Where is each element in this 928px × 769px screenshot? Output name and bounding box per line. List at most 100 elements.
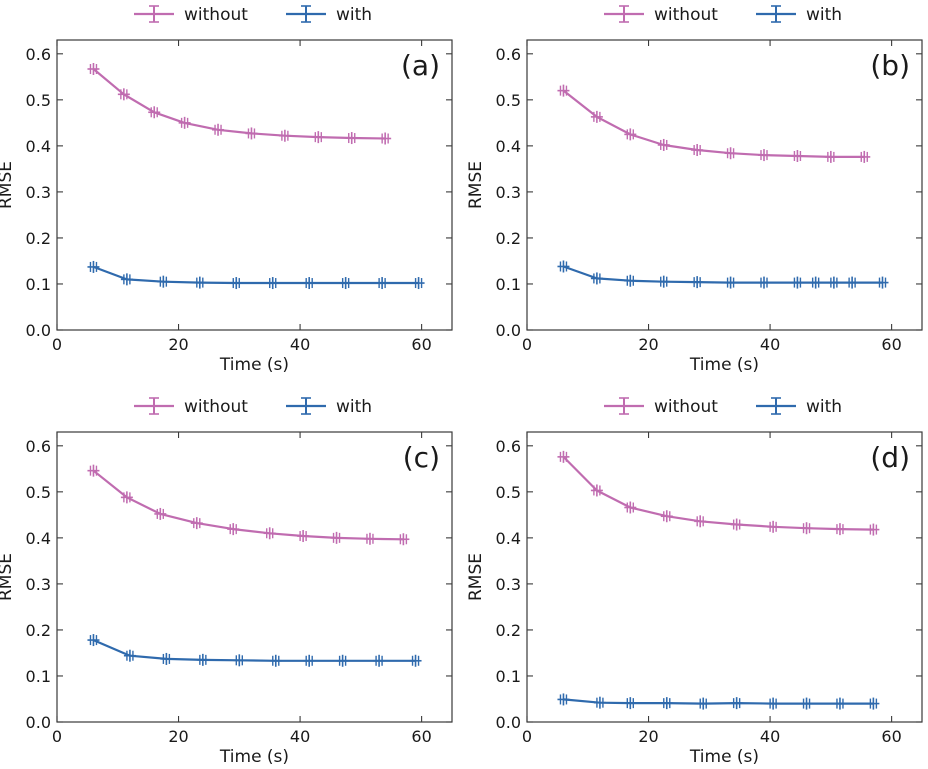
y-tick-label: 0.6 [26, 45, 51, 64]
data-point-with [557, 260, 570, 273]
data-point-without [691, 144, 704, 157]
data-point-without [190, 517, 203, 530]
data-point-without [791, 150, 804, 162]
x-tick-label: 60 [881, 727, 901, 746]
panel-label: (c) [403, 441, 440, 474]
data-point-with [833, 697, 846, 710]
data-point-without [148, 106, 161, 119]
data-point-without [867, 523, 880, 536]
data-point-with [373, 654, 386, 667]
y-tick-label: 0.4 [26, 529, 51, 548]
data-point-without [694, 515, 707, 528]
x-tick-label: 20 [168, 335, 188, 354]
data-point-without [557, 84, 570, 97]
panel-label: (d) [870, 441, 910, 474]
legend-item-without: without [134, 5, 248, 25]
legend: without with [604, 397, 842, 417]
data-point-without [245, 127, 258, 140]
data-point-without [330, 531, 343, 544]
x-tick-label: 0 [522, 727, 532, 746]
x-tick-label: 60 [411, 727, 431, 746]
data-point-without [833, 523, 846, 536]
data-point-without [800, 522, 813, 535]
y-tick-label: 0.1 [496, 667, 521, 686]
x-axis-title: Time (s) [689, 747, 759, 767]
data-point-without [117, 88, 130, 101]
legend-label: without [184, 397, 248, 417]
data-point-without [858, 150, 871, 163]
legend-label: with [336, 5, 372, 25]
data-point-with [758, 276, 770, 289]
legend-label: with [806, 397, 842, 417]
x-tick-label: 20 [638, 727, 658, 746]
panel-d: 0 20 40 60 0.0 0.1 0.2 0.3 0.4 0.5 0.6 Time (s) RMSE… [466, 397, 923, 767]
legend: without with [134, 5, 372, 25]
data-point-without [730, 518, 743, 531]
data-point-with [593, 696, 606, 709]
series-line-without [92, 68, 386, 140]
y-tick-label: 0.3 [496, 183, 521, 202]
data-point-with [846, 276, 859, 289]
data-point-with [87, 634, 100, 647]
data-point-with [123, 649, 136, 662]
data-point-with [800, 697, 813, 710]
data-point-without [312, 131, 325, 144]
x-tick-label: 40 [290, 335, 310, 354]
data-point-without [345, 132, 358, 145]
panel-b: 0 20 40 60 0.0 0.1 0.2 0.3 0.4 0.5 0.6 Time (s) RMSE… [466, 5, 923, 375]
legend: without with [604, 5, 842, 25]
x-tick-label: 20 [638, 335, 658, 354]
data-point-without [397, 533, 410, 546]
data-point-without [767, 520, 780, 533]
data-point-with [724, 276, 737, 289]
x-tick-label: 0 [52, 335, 62, 354]
y-tick-label: 0.0 [496, 321, 521, 340]
y-axis-title: RMSE [466, 161, 486, 209]
y-tick-label: 0.6 [496, 45, 521, 64]
series-line-without [92, 469, 404, 541]
y-tick-label: 0.1 [496, 275, 521, 294]
y-axis-title: RMSE [0, 161, 16, 209]
data-point-with [269, 654, 282, 667]
x-tick-label: 40 [760, 335, 780, 354]
data-point-with [193, 276, 206, 289]
y-tick-label: 0.2 [496, 621, 521, 640]
data-point-without [87, 464, 100, 477]
series-line-with [93, 639, 416, 662]
data-point-with [730, 697, 743, 710]
data-point-without [212, 123, 225, 136]
series-line-without [562, 89, 865, 158]
data-point-without [120, 491, 133, 504]
data-point-without [379, 132, 392, 145]
x-tick-label: 60 [411, 335, 431, 354]
data-point-with [157, 275, 170, 288]
panel-label: (b) [870, 49, 910, 82]
data-point-with [557, 693, 570, 706]
data-point-with [230, 277, 243, 290]
y-tick-label: 0.4 [26, 137, 51, 156]
x-axis-title: Time (s) [219, 355, 289, 375]
legend-item-without: without [604, 397, 718, 417]
data-point-without [824, 150, 837, 163]
legend-item-with: with [756, 397, 842, 417]
data-point-without [154, 507, 167, 520]
data-point-with [336, 654, 349, 667]
x-tick-label: 0 [522, 335, 532, 354]
legend-item-with: with [286, 5, 372, 25]
y-tick-label: 0.5 [26, 91, 51, 110]
series-line-with [563, 698, 874, 705]
series-line-without [562, 456, 874, 531]
x-tick-label: 40 [290, 727, 310, 746]
y-tick-label: 0.0 [26, 321, 51, 340]
legend-item-with: with [286, 397, 372, 417]
data-point-with [376, 277, 389, 290]
x-tick-label: 0 [52, 727, 62, 746]
data-point-with [791, 276, 804, 289]
data-point-with [87, 260, 100, 273]
panel-a: 0 20 40 60 0.0 0.1 0.2 0.3 0.4 0.5 0.6 Time (s) RMSE… [0, 5, 453, 375]
data-point-with [266, 277, 279, 290]
plot-frame [56, 431, 453, 723]
data-point-without [557, 450, 570, 463]
data-point-with [660, 697, 673, 710]
